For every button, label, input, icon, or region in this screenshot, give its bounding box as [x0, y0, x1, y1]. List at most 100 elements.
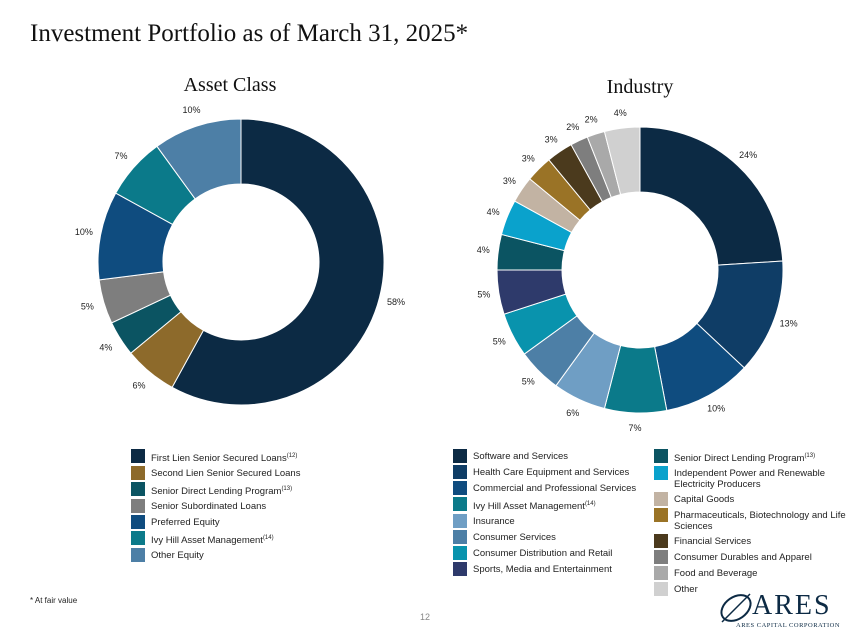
asset-class-slice-label-5: 7% [114, 151, 127, 161]
asset-class-slice-label-4: 10% [75, 227, 93, 237]
industry-slice-label-14: 2% [585, 115, 598, 125]
industry-slice-label-4: 6% [566, 408, 579, 418]
industry-legend-swatch-14 [654, 566, 668, 581]
asset-class-legend-label-5: Ivy Hill Asset Management(14) [151, 535, 274, 547]
industry-slice-label-13: 2% [566, 122, 579, 132]
industry-legend-item-5: Consumer Services [453, 530, 653, 545]
industry-legend-swatch-15 [654, 582, 668, 597]
ares-logo: ARES ARES CAPITAL CORPORATION [716, 588, 840, 632]
industry-slice-label-11: 3% [522, 153, 535, 163]
asset-class-chart-title: Asset Class [183, 74, 277, 96]
industry-legend-swatch-8 [654, 449, 668, 463]
footnote: * At fair value [30, 596, 78, 605]
industry-slice-15 [603, 126, 641, 196]
asset-class-legend-footnote-ref-2: (13) [281, 486, 293, 493]
industry-legend-label-14: Food and Beverage [674, 568, 758, 580]
industry-legend-item-3: Ivy Hill Asset Management(14) [453, 497, 653, 512]
industry-slice-label-7: 5% [477, 290, 490, 300]
asset-class-legend-swatch-5 [131, 531, 145, 546]
logo-subtitle: ARES CAPITAL CORPORATION [736, 622, 841, 629]
industry-legend-item-14: Food and Beverage [654, 566, 849, 581]
industry-legend-item-10: Capital Goods [654, 492, 849, 507]
industry-slice-label-8: 4% [477, 245, 490, 255]
industry-legend-footnote-ref-8: (13) [804, 453, 816, 459]
industry-legend-label-0: Software and Services [473, 451, 569, 462]
asset-class-slice-label-3: 5% [81, 302, 94, 312]
industry-legend-swatch-12 [654, 534, 668, 549]
industry-legend-item-2: Commercial and Professional Services [453, 481, 653, 495]
industry-chart-title: Industry [606, 76, 674, 98]
asset-class-slice-6 [156, 118, 242, 200]
industry-slice-label-3: 7% [629, 423, 642, 433]
industry-slice-label-1: 13% [780, 319, 798, 329]
industry-legend-swatch-9 [654, 466, 668, 481]
asset-class-legend-footnote-ref-0: (12) [286, 453, 298, 459]
industry-legend-item-12: Financial Services [654, 534, 849, 549]
asset-class-legend-label-3: Senior Subordinated Loans [151, 501, 267, 513]
industry-slice-label-6: 5% [493, 337, 506, 347]
asset-class-slice-label-1: 6% [133, 380, 146, 390]
page-number: 12 [420, 612, 431, 622]
industry-slice-label-12: 3% [545, 134, 558, 144]
industry-legend-item-4: Insurance [453, 514, 653, 529]
industry-legend-label-5: Consumer Services [473, 532, 556, 544]
industry-slice-0 [639, 126, 784, 266]
industry-legend-item-1: Health Care Equipment and Services [453, 465, 653, 479]
industry-legend-label-4: Insurance [473, 516, 515, 528]
industry-legend-item-7: Sports, Media and Entertainment [453, 562, 653, 577]
industry-legend-label-1: Health Care Equipment and Services [473, 467, 630, 478]
industry-legend-label-11: Pharmaceuticals, Biotechnology and Life … [674, 510, 846, 533]
asset-class-legend-swatch-4 [131, 515, 145, 530]
industry-legend-column-2: Senior Direct Lending Program(13) Indepen… [654, 449, 849, 598]
asset-class-slice-label-0: 58% [387, 297, 405, 307]
asset-class-legend-item-5: Ivy Hill Asset Management(14) [131, 531, 351, 546]
logo-wordmark: ARES [752, 590, 832, 621]
industry-legend-label-13: Consumer Durables and Apparel [674, 552, 812, 564]
asset-class-legend-swatch-3 [131, 499, 145, 514]
industry-slice-label-0: 24% [739, 150, 757, 160]
industry-legend-label-12: Financial Services [674, 536, 752, 548]
ares-logo-mark-icon [720, 593, 752, 623]
asset-class-legend-swatch-0 [131, 449, 145, 463]
asset-class-legend-label-6: Other Equity [151, 550, 204, 562]
industry-legend-swatch-6 [453, 546, 467, 561]
asset-class-legend-swatch-6 [131, 548, 145, 563]
page-title: Investment Portfolio as of March 31, 202… [30, 20, 469, 47]
asset-class-slice-label-6: 10% [183, 105, 201, 115]
industry-legend-swatch-7 [453, 562, 467, 577]
industry-legend-swatch-3 [453, 497, 467, 511]
asset-class-slice-0 [171, 118, 385, 406]
industry-legend-item-6: Consumer Distribution and Retail [453, 546, 653, 561]
industry-legend-swatch-5 [453, 530, 467, 545]
industry-legend-label-6: Consumer Distribution and Retail [473, 548, 613, 560]
industry-legend-label-15: Other [674, 584, 698, 596]
asset-class-legend-item-2: Senior Direct Lending Program(13) [131, 482, 351, 497]
industry-legend-swatch-11 [654, 508, 668, 523]
industry-legend-column-1: Software and Services Health Care Equipme… [453, 449, 653, 578]
asset-class-slice-label-2: 4% [99, 343, 112, 353]
asset-class-legend-swatch-1 [131, 466, 145, 481]
industry-legend-item-15: Other [654, 582, 849, 597]
asset-class-legend-label-4: Preferred Equity [151, 517, 220, 529]
industry-legend-label-10: Capital Goods [674, 494, 735, 506]
industry-slice-label-9: 4% [487, 207, 500, 217]
industry-legend-swatch-10 [654, 492, 668, 507]
industry-legend-item-13: Consumer Durables and Apparel [654, 550, 849, 565]
industry-legend-swatch-4 [453, 514, 467, 529]
industry-legend-swatch-2 [453, 481, 467, 495]
industry-legend-item-8: Senior Direct Lending Program(13) [654, 449, 849, 464]
industry-slice-label-15: 4% [614, 108, 627, 118]
industry-legend-swatch-1 [453, 465, 467, 479]
asset-class-legend-item-1: Second Lien Senior Secured Loans [131, 466, 351, 481]
asset-class-legend-item-3: Senior Subordinated Loans [131, 499, 351, 514]
industry-slice-label-2: 10% [707, 403, 725, 413]
asset-class-legend-item-6: Other Equity [131, 548, 351, 563]
industry-legend-swatch-0 [453, 449, 467, 463]
industry-legend-item-11: Pharmaceuticals, Biotechnology and Life … [654, 508, 849, 532]
asset-class-legend-label-0: First Lien Senior Secured Loans(12) [151, 453, 298, 465]
industry-slice-label-10: 3% [503, 176, 516, 186]
asset-class-legend-item-0: First Lien Senior Secured Loans(12) [131, 449, 351, 464]
industry-legend-swatch-13 [654, 550, 668, 565]
asset-class-legend: First Lien Senior Secured Loans(12) Secon… [131, 449, 351, 564]
